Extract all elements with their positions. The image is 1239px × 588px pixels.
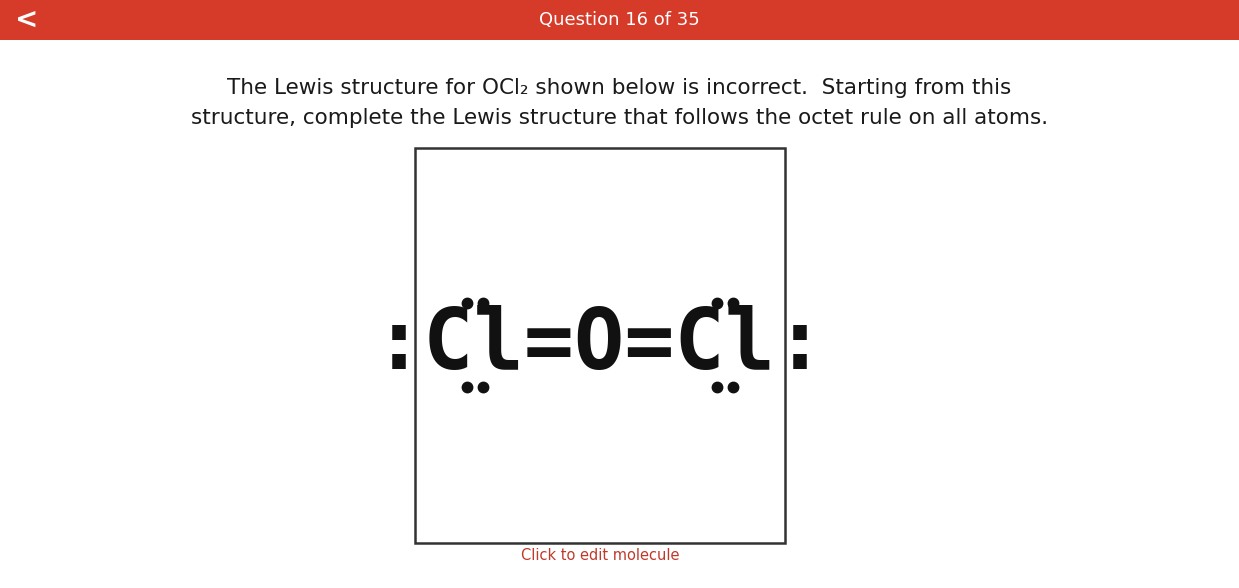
Bar: [0, 0, 1239, 40]
Text: structure, complete the Lewis structure that follows the octet rule on all atoms: structure, complete the Lewis structure …: [191, 108, 1048, 128]
Text: Click to edit molecule: Click to edit molecule: [520, 549, 679, 563]
Text: The Lewis structure for OCl₂ shown below is incorrect.  Starting from this: The Lewis structure for OCl₂ shown below…: [228, 78, 1011, 98]
Text: Question 16 of 35: Question 16 of 35: [539, 11, 700, 29]
Text: <: <: [15, 6, 38, 34]
Text: :Cl=O=Cl:: :Cl=O=Cl:: [374, 305, 826, 386]
Bar: [415, 148, 786, 543]
